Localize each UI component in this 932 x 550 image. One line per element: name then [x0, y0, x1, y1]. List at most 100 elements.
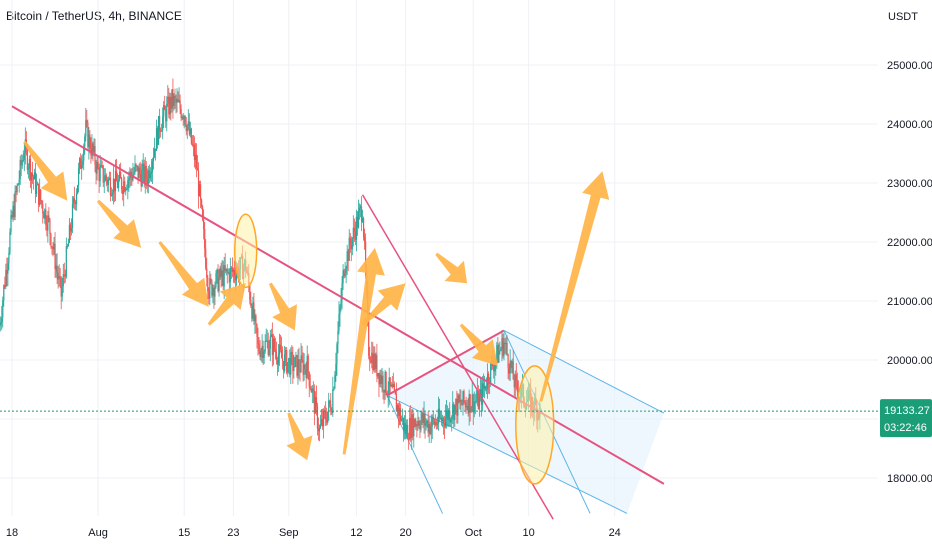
candle-body-262 [267, 340, 269, 355]
annotation-arrow-3 [207, 283, 246, 326]
candle-body-92 [93, 145, 95, 152]
candle-body-504 [515, 374, 517, 381]
candle-body-492 [503, 342, 505, 356]
candle-body-191 [194, 154, 197, 161]
candle-body-119 [121, 178, 123, 190]
annotation-arrow-7 [361, 283, 406, 326]
candle-body-250 [255, 315, 257, 325]
candle-body-409 [418, 421, 420, 427]
candle-body-467 [477, 390, 479, 409]
candle-body-59 [59, 276, 61, 278]
candle-body-40 [40, 189, 42, 201]
candle-body-144 [146, 178, 148, 186]
candle-body-207 [211, 280, 213, 296]
candle-body-335 [342, 270, 344, 284]
candle-body-173 [176, 99, 178, 103]
candle-body-257 [262, 345, 264, 358]
candle-body-91 [92, 143, 94, 152]
candle-body-421 [430, 426, 432, 434]
candle-body-147 [149, 173, 151, 179]
candle-body-300 [306, 355, 308, 379]
candle-body-53 [53, 243, 55, 250]
annotation-arrow-1 [96, 199, 142, 248]
candle-body-194 [197, 170, 200, 196]
candle-body-228 [232, 269, 234, 272]
candle-body-109 [110, 195, 113, 197]
candle-body-497 [508, 368, 510, 374]
candle-body-27 [26, 148, 28, 170]
candle-body-294 [300, 355, 302, 372]
candle-body-31 [30, 173, 33, 181]
candle-body-2 [1, 317, 3, 323]
candle-body-249 [254, 315, 256, 322]
candle-body-106 [107, 179, 109, 185]
candle-body-180 [183, 116, 185, 120]
candle-body-198 [202, 206, 204, 220]
candle-body-175 [178, 100, 180, 102]
candle-body-479 [490, 361, 492, 384]
candle-body-346 [353, 227, 355, 232]
candle-body-292 [298, 359, 300, 370]
candle-body-258 [263, 351, 265, 358]
candle-body-287 [293, 367, 295, 372]
x-tick-label-0: 18 [6, 527, 18, 539]
candle-body-84 [85, 120, 87, 137]
candle-body-114 [115, 170, 118, 182]
candle-body-271 [276, 360, 279, 365]
candle-body-162 [165, 110, 167, 122]
candle-body-451 [461, 404, 463, 406]
candle-body-185 [188, 121, 190, 135]
candle-body-70 [70, 227, 73, 232]
candle-body-231 [235, 272, 238, 281]
candle-body-411 [420, 420, 422, 430]
candle-body-439 [449, 410, 451, 423]
candle-body-382 [390, 384, 392, 387]
candle-body-220 [224, 265, 226, 272]
candle-body-316 [323, 410, 325, 427]
candle-body-82 [83, 146, 85, 161]
candle-body-167 [170, 96, 172, 109]
candle-body-110 [111, 193, 114, 196]
annotation-arrow-5 [286, 412, 313, 461]
candle-body-63 [63, 274, 65, 276]
annotation-arrow-0 [23, 140, 68, 201]
candle-body-50 [50, 233, 52, 247]
candle-body-103 [104, 175, 106, 181]
candle-body-280 [286, 349, 288, 373]
candle-body-139 [141, 169, 143, 187]
x-tick-label-8: 10 [522, 527, 534, 539]
candle-body-179 [182, 116, 184, 120]
candle-body-69 [69, 224, 72, 232]
candle-body-295 [301, 355, 303, 360]
candle-body-13 [12, 205, 14, 218]
candle-body-85 [86, 120, 88, 123]
candle-body-20 [19, 159, 21, 180]
candle-body-420 [429, 423, 431, 434]
candle-body-141 [143, 163, 145, 183]
candle-body-282 [288, 358, 290, 363]
candle-body-429 [438, 408, 441, 419]
candle-body-75 [75, 193, 78, 205]
y-axis: 25000.00 24000.00 23000.00 22000.00 21000.00… [887, 60, 932, 485]
candle-body-178 [181, 116, 183, 118]
candle-body-200 [204, 229, 206, 249]
candle-body-431 [440, 417, 443, 421]
candle-body-444 [454, 405, 456, 420]
candle-body-210 [214, 286, 216, 297]
candle-body-366 [374, 353, 376, 369]
candle-body-338 [345, 268, 347, 274]
candle-body-260 [265, 340, 267, 342]
candle-body-14 [13, 205, 15, 218]
candle-body-460 [470, 407, 472, 413]
candle-body-424 [433, 419, 435, 425]
candle-body-405 [414, 419, 416, 427]
candle-body-168 [171, 89, 173, 109]
candle-body-57 [57, 272, 59, 280]
candle-body-219 [223, 265, 225, 287]
candle-body-83 [84, 136, 86, 147]
candle-body-339 [346, 251, 348, 269]
candle-body-151 [153, 148, 156, 157]
channel-line-2 [386, 395, 443, 514]
